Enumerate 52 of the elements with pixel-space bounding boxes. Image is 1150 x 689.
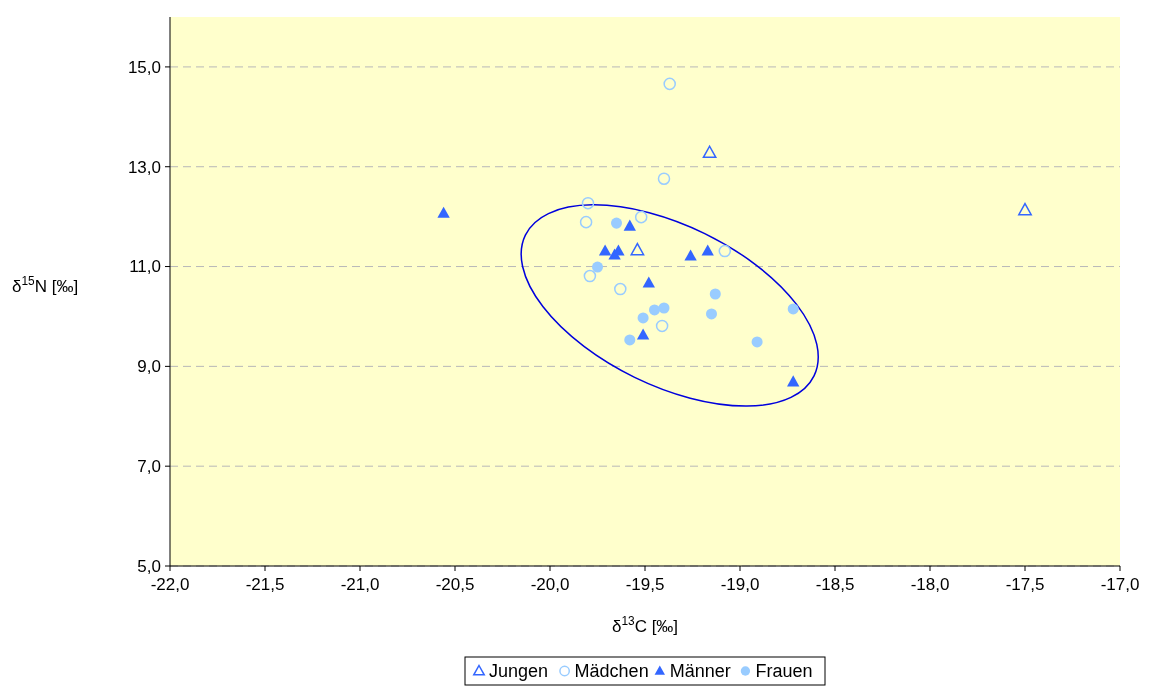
x-axis-title: δ$^{13}$C [‰] — [611, 614, 679, 636]
legend-label: Frauen — [755, 661, 813, 681]
point — [663, 77, 676, 91]
point — [1018, 202, 1032, 216]
point — [642, 276, 655, 288]
x-tick-label: -17,0 — [1100, 575, 1140, 594]
point — [581, 196, 595, 210]
x-tick-label: -20,5 — [435, 575, 475, 594]
x-tick-label: -19,0 — [720, 575, 760, 594]
point — [787, 375, 800, 387]
point — [709, 288, 721, 300]
point — [637, 312, 649, 324]
point — [623, 219, 636, 231]
legend-label: Jungen — [489, 661, 549, 681]
x-tick-label: -17,5 — [1005, 575, 1045, 594]
x-tick-label: -21,5 — [245, 575, 285, 594]
point — [718, 244, 732, 258]
point — [787, 303, 799, 315]
point — [614, 282, 627, 296]
legend-label: Männer — [669, 661, 731, 681]
point — [624, 334, 636, 346]
x-tick-label: -19,5 — [625, 575, 665, 594]
point — [583, 269, 597, 283]
point — [636, 328, 650, 340]
point — [655, 319, 669, 333]
point — [610, 217, 623, 229]
x-tick-label: -20,0 — [530, 575, 570, 594]
point — [437, 206, 450, 218]
point — [598, 244, 612, 256]
point — [657, 172, 671, 185]
x-tick-label: -21,0 — [340, 575, 380, 594]
y-tick-label: 7,0 — [137, 457, 161, 477]
point — [705, 308, 718, 320]
legend-label: Mädchen — [574, 661, 649, 681]
y-tick-label: 13,0 — [127, 157, 161, 177]
y-tick-label: 5,0 — [137, 556, 161, 576]
x-tick-label: -18,0 — [910, 575, 950, 594]
y-tick-label: 11,0 — [129, 257, 161, 277]
y-axis-title: δ$^{15}$N [‰] — [12, 273, 79, 296]
point — [702, 145, 717, 159]
point — [648, 304, 661, 316]
point — [701, 244, 714, 256]
point — [591, 261, 604, 273]
y-tick-label: 15,0 — [127, 57, 161, 77]
point — [579, 215, 593, 229]
point — [751, 336, 763, 348]
point — [634, 210, 648, 224]
x-tick-label: -18,5 — [815, 575, 855, 594]
point — [630, 242, 645, 256]
y-tick-label: 9,0 — [137, 357, 161, 377]
x-tick-label: -22,0 — [150, 575, 190, 594]
point — [684, 249, 697, 261]
